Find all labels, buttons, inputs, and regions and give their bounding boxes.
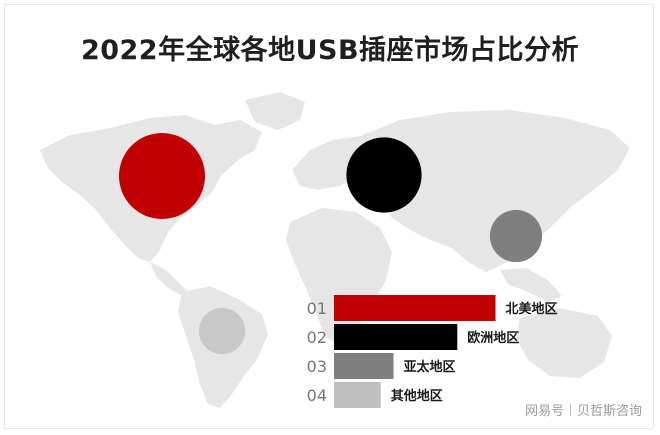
map-greenland [245,92,305,130]
footer-credit: 网易号 贝哲斯咨询 [525,400,642,419]
map-australia [516,308,612,378]
bubbles-layer [119,133,543,355]
footer-divider [569,404,571,416]
rank-label-north-america: 01 [307,299,327,318]
footer-platform: 网易号 [524,404,564,419]
map-central-america [150,262,188,296]
rank-label-europe: 02 [307,328,327,347]
bar-north-america [334,295,496,321]
map-asia [360,110,630,272]
bubble-europe [346,137,422,213]
bars-layer: 01 北美地区 02 欧洲地区 03 亚太地区 04 其他地区 [307,295,558,408]
chart-title: 2022年全球各地USB插座市场占比分析 [80,35,580,66]
bubble-others [198,307,246,355]
category-label-europe: 欧洲地区 [467,330,519,346]
category-label-north-america: 北美地区 [506,301,558,317]
bar-others [334,382,381,408]
map-southeast-asia [500,268,562,302]
bubble-asia-pacific [489,209,543,263]
map-africa [286,208,392,344]
rank-label-others: 04 [307,386,327,405]
footer-author: 贝哲斯咨询 [576,404,642,419]
category-label-asia-pacific: 亚太地区 [404,359,456,375]
bar-europe [334,324,458,350]
bar-asia-pacific [334,353,394,379]
category-label-others: 其他地区 [391,388,443,404]
bubble-north-america [119,133,205,219]
rank-label-asia-pacific: 03 [307,357,327,376]
